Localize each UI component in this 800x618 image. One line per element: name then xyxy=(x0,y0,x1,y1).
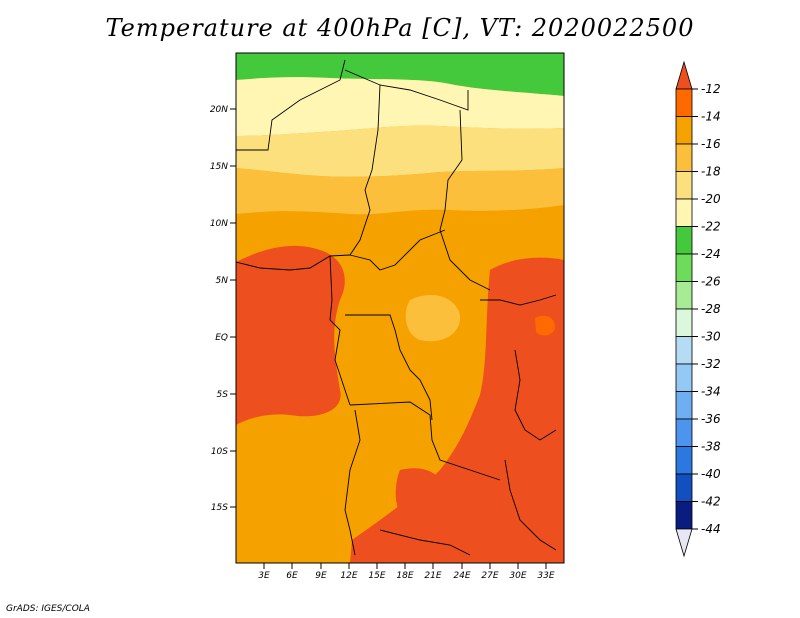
map-title: Temperature at 400hPa [C], VT: 202002250… xyxy=(105,14,695,42)
colorbar-label: -22 xyxy=(701,220,721,234)
colorbar-label: -24 xyxy=(701,247,721,261)
lat-label: 5N xyxy=(216,276,229,286)
lon-label: 27E xyxy=(481,571,498,581)
band-minus20 xyxy=(236,77,564,136)
band-minus22 xyxy=(236,53,564,96)
colorbar-swatch xyxy=(675,171,693,200)
colorbar-label: -34 xyxy=(701,385,721,399)
lon-axis: 3E 6E 9E 12E 15E 18E 21E 24E 27E 30E 33E xyxy=(258,563,555,581)
colorbar-swatch xyxy=(675,143,693,172)
band-minus16 xyxy=(236,168,564,215)
warm-east xyxy=(350,257,564,563)
borders xyxy=(236,59,557,556)
colorbar-swatch xyxy=(675,418,693,447)
colorbar-swatch xyxy=(675,501,693,530)
colorbar-swatch xyxy=(675,116,693,145)
warm-central xyxy=(395,468,446,523)
colorbar-arrow-bottom xyxy=(675,528,693,558)
colorbar-label: -32 xyxy=(701,357,721,371)
lon-label: 9E xyxy=(315,571,327,581)
cool-pocket xyxy=(405,295,461,342)
warm-hotspot xyxy=(535,315,556,336)
lon-label: 33E xyxy=(537,571,554,581)
lat-label: EQ xyxy=(215,333,228,343)
colorbar-swatch xyxy=(675,473,693,502)
colorbar-label: -36 xyxy=(701,412,721,426)
colorbar-label: -28 xyxy=(701,302,721,316)
colorbar-swatch xyxy=(675,446,693,475)
colorbar-swatch xyxy=(675,253,693,282)
lat-label: 5S xyxy=(217,390,229,400)
colorbar-swatch xyxy=(675,308,693,337)
colorbar-label: -42 xyxy=(701,495,721,509)
colorbar-swatch xyxy=(675,363,693,392)
colorbar-label: -40 xyxy=(701,467,721,481)
colorbar-label: -38 xyxy=(701,440,721,454)
colorbar-label: -18 xyxy=(701,165,721,179)
lat-label: 15S xyxy=(211,503,228,513)
colorbar-label: -12 xyxy=(701,82,721,96)
lat-label: 10S xyxy=(211,447,228,457)
lon-label: 24E xyxy=(453,571,470,581)
colorbar-label: -20 xyxy=(701,192,721,206)
temperature-field xyxy=(236,53,564,563)
map-frame xyxy=(235,52,565,564)
colorbar-label: -14 xyxy=(701,110,721,124)
colorbar-swatch xyxy=(675,88,693,117)
colorbar-label: -26 xyxy=(701,275,721,289)
colorbar-label: -44 xyxy=(701,522,721,536)
lat-label: 10N xyxy=(210,219,228,229)
credit-label: GrADS: IGES/COLA xyxy=(6,604,90,614)
lon-label: 12E xyxy=(340,571,357,581)
lon-label: 21E xyxy=(424,571,441,581)
colorbar-arrow-top xyxy=(675,60,693,90)
colorbar-swatch xyxy=(675,336,693,365)
lon-label: 3E xyxy=(258,571,270,581)
band-minus18 xyxy=(236,125,564,177)
lat-label: 15N xyxy=(210,162,228,172)
lat-label: 20N xyxy=(210,105,228,115)
warm-west xyxy=(236,245,345,425)
lon-label: 15E xyxy=(368,571,385,581)
colorbar-swatch xyxy=(675,391,693,420)
lat-axis: 20N 15N 10N 5N EQ 5S 10S 15S xyxy=(210,105,236,513)
colorbar-swatch xyxy=(675,226,693,255)
colorbar-label: -16 xyxy=(701,137,721,151)
colorbar-label: -30 xyxy=(701,330,721,344)
lon-label: 6E xyxy=(286,571,298,581)
lon-label: 30E xyxy=(509,571,526,581)
colorbar-swatch xyxy=(675,198,693,227)
colorbar-legend: -12 -14 -16 -18 -20 -22 -24 -26 -28 -30 -32 -34 -36 -… xyxy=(675,60,721,558)
lon-label: 18E xyxy=(396,571,413,581)
colorbar-swatch xyxy=(675,281,693,310)
